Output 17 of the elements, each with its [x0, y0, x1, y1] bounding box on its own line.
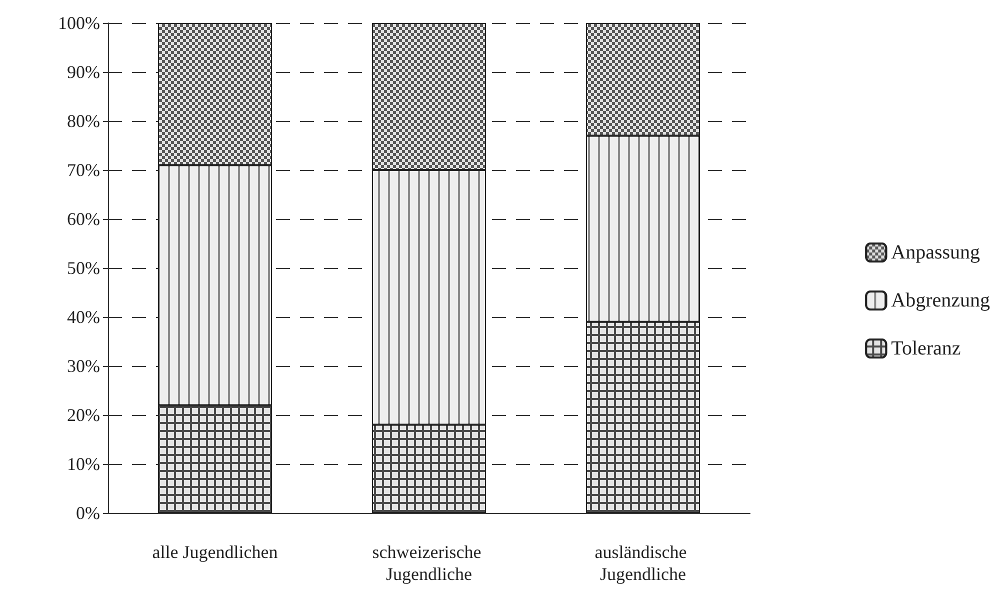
- y-tick-label: 0%: [76, 503, 100, 523]
- y-tick-label: 20%: [67, 405, 100, 425]
- y-tick-label: 80%: [67, 111, 100, 131]
- legend-label: Toleranz: [891, 338, 961, 360]
- y-tick-label: 40%: [67, 307, 100, 327]
- y-tick-label: 90%: [67, 62, 100, 82]
- y-tick-label: 60%: [67, 209, 100, 229]
- y-tick-label: 70%: [67, 160, 100, 180]
- x-tick-label: ausländische Jugendliche: [594, 542, 692, 584]
- y-tick-label: 10%: [67, 454, 100, 474]
- y-tick-label: 100%: [58, 13, 100, 33]
- legend-label: Anpassung: [891, 242, 980, 264]
- y-tick-label: 50%: [67, 258, 100, 278]
- legend-label: Abgrenzung: [891, 290, 990, 312]
- x-tick-label: alle Jugendlichen: [152, 542, 278, 562]
- x-tick-label: schweizerische Jugendliche: [372, 542, 486, 584]
- y-tick-label: 30%: [67, 356, 100, 376]
